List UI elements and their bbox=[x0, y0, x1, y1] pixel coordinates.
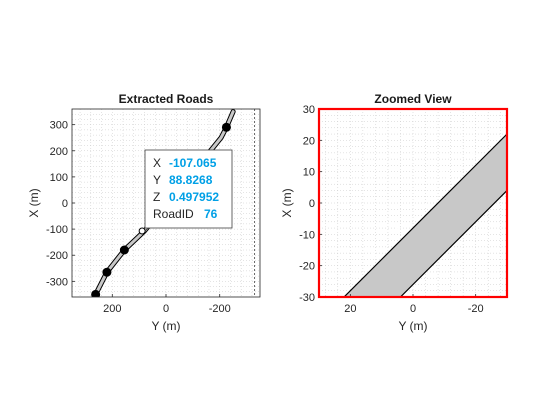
left-xlabel: Y (m) bbox=[151, 319, 180, 333]
road-waypoint bbox=[102, 267, 112, 277]
x-tick-label: 0 bbox=[410, 303, 416, 315]
y-tick-label: -30 bbox=[299, 292, 315, 304]
datatip-key-z: Z bbox=[153, 190, 160, 204]
lane-marking bbox=[466, 146, 475, 155]
lane-marking bbox=[366, 246, 375, 255]
road-waypoint bbox=[119, 245, 129, 255]
y-tick-label: -100 bbox=[46, 224, 68, 236]
zoom-road-edge bbox=[399, 189, 507, 297]
y-tick-label: 10 bbox=[303, 167, 315, 179]
road-waypoint bbox=[221, 122, 231, 132]
datatip-value-roadid: 76 bbox=[204, 207, 218, 221]
datatip-box bbox=[144, 149, 233, 229]
y-tick-label: 30 bbox=[303, 104, 315, 116]
right-ylabel: X (m) bbox=[280, 188, 294, 217]
datatip-value-z: 0.497952 bbox=[169, 190, 219, 204]
selected-point bbox=[138, 227, 146, 235]
x-tick-label: -20 bbox=[468, 303, 484, 315]
lane-marking bbox=[416, 196, 425, 205]
datatip[interactable]: X -107.065 Y 88.8268 Z 0.497952 RoadID 7… bbox=[144, 149, 233, 232]
x-tick-label: 0 bbox=[163, 303, 169, 315]
y-tick-label: -10 bbox=[299, 229, 315, 241]
datatip-key-x: X bbox=[153, 156, 161, 170]
lane-marking bbox=[441, 171, 450, 180]
right-road bbox=[343, 133, 507, 297]
datatip-key-roadid: RoadID bbox=[153, 207, 194, 221]
right-xlabel: Y (m) bbox=[398, 319, 427, 333]
y-tick-label: 0 bbox=[62, 198, 68, 210]
y-tick-label: -200 bbox=[46, 250, 68, 262]
y-tick-label: 100 bbox=[50, 172, 68, 184]
right-title: Zoomed View bbox=[374, 92, 452, 106]
y-tick-label: 300 bbox=[50, 120, 68, 132]
datatip-key-y: Y bbox=[153, 173, 161, 187]
datatip-value-x: -107.065 bbox=[169, 156, 217, 170]
right-axes[interactable]: 20 0 -20 30 20 10 0 -10 -20 -30 Zoomed View Y (m)… bbox=[280, 92, 526, 333]
y-tick-label: 20 bbox=[303, 135, 315, 147]
datatip-value-y: 88.8268 bbox=[169, 173, 213, 187]
x-tick-label: 200 bbox=[103, 303, 121, 315]
y-tick-label: 200 bbox=[50, 146, 68, 158]
y-tick-label: -20 bbox=[299, 261, 315, 273]
lane-marking bbox=[391, 221, 400, 230]
left-ylabel: X (m) bbox=[27, 188, 41, 217]
x-tick-label: -200 bbox=[209, 303, 231, 315]
x-tick-label: 20 bbox=[344, 303, 356, 315]
left-title: Extracted Roads bbox=[119, 92, 214, 106]
road-waypoint bbox=[91, 289, 101, 297]
zoom-frame bbox=[317, 107, 509, 299]
y-tick-label: 0 bbox=[309, 198, 315, 210]
y-tick-label: -300 bbox=[46, 276, 68, 288]
zoom-road-edge bbox=[343, 133, 507, 297]
left-ticks: 200 0 -200 300 200 100 0 -100 -200 -300 bbox=[46, 120, 231, 315]
